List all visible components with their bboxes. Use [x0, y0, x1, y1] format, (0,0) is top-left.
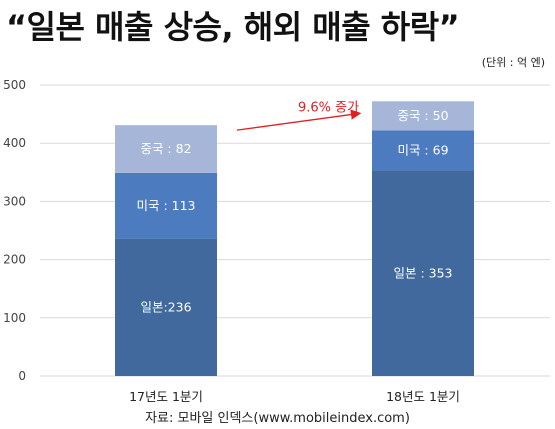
y-tick-label: 0	[18, 369, 26, 383]
bar-segment-china	[372, 101, 474, 131]
y-tick-label: 200	[3, 253, 26, 267]
x-category-label: 18년도 1분기	[386, 389, 460, 404]
y-tick-label: 300	[3, 194, 26, 208]
data-label-usa: 미국 : 113	[136, 198, 195, 213]
data-label-usa: 미국 : 69	[397, 142, 448, 157]
bar-segment-usa	[372, 130, 474, 171]
bar-segment-japan	[372, 170, 474, 376]
data-label-china: 중국 : 50	[397, 108, 448, 123]
y-tick-label: 400	[3, 136, 26, 150]
data-label-japan: 일본:236	[140, 299, 191, 314]
page-title: “일본 매출 상승, 해외 매출 하락”	[6, 8, 460, 46]
y-tick-label: 500	[3, 78, 26, 92]
bar-segment-usa	[115, 172, 217, 239]
bar-segment-china	[115, 125, 217, 173]
data-label-japan: 일본 : 353	[393, 265, 452, 280]
bar-segment-japan	[115, 238, 217, 376]
increase-arrow	[236, 109, 362, 131]
increase-annotation: 9.6% 증가	[298, 100, 359, 115]
y-tick-label: 100	[3, 311, 26, 325]
x-category-label: 17년도 1분기	[129, 389, 203, 404]
source-note: 자료: 모바일 인덱스(www.mobileindex.com)	[145, 411, 410, 426]
unit-note: (단위 : 억 엔)	[481, 56, 545, 69]
data-label-china: 중국 : 82	[140, 141, 191, 156]
